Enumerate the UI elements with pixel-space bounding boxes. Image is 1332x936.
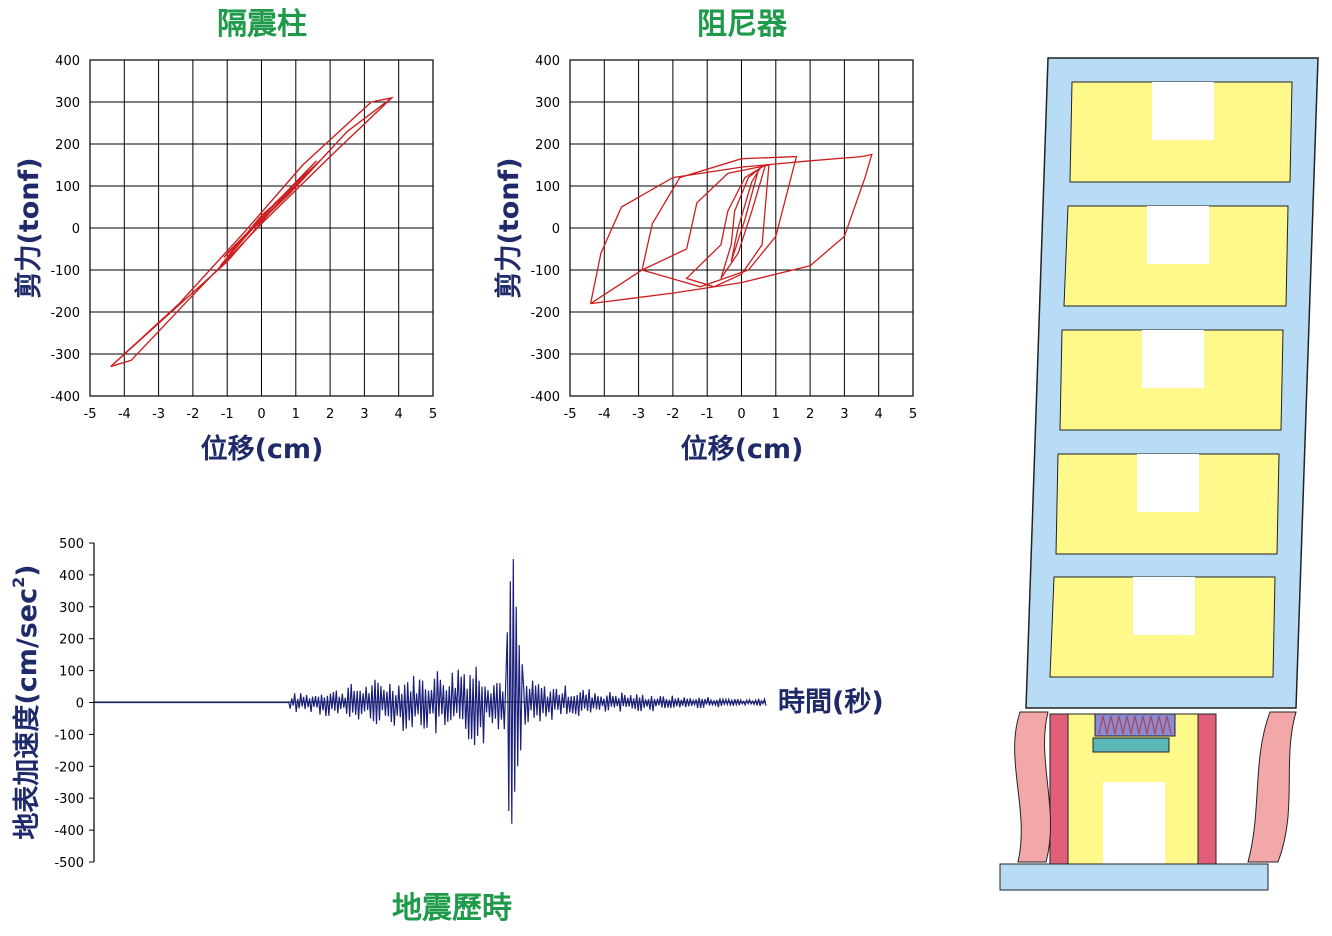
damper-plate bbox=[1092, 737, 1170, 753]
chart2-y-tick-label: 100 bbox=[535, 180, 560, 195]
left-isolator-column bbox=[1049, 713, 1069, 865]
chart3-y-tick-label: 400 bbox=[59, 569, 84, 584]
chart2-x-tick-label: -1 bbox=[701, 407, 714, 422]
floor-1-window bbox=[1133, 577, 1195, 635]
chart1-x-tick-label: -4 bbox=[118, 407, 131, 422]
chart2-y-axis-title: 剪力(tonf) bbox=[493, 157, 525, 298]
chart3-y-tick-label: -200 bbox=[54, 760, 84, 775]
right-flexible-column bbox=[1247, 711, 1297, 863]
chart2-x-tick-label: 4 bbox=[875, 407, 883, 422]
chart1-y-tick-label: 300 bbox=[55, 96, 80, 111]
chart3-x-axis-title: 時間(秒) bbox=[778, 687, 884, 718]
chart3-y-tick-label: -300 bbox=[54, 792, 84, 807]
chart3-title: 地震歷時 bbox=[392, 891, 512, 926]
chart2-x-ticks: -5 -4 -3 -2 -1 0 1 2 3 4 5 bbox=[564, 407, 918, 422]
chart2-y-tick-label: -300 bbox=[530, 348, 560, 363]
damper-spring-icon bbox=[1098, 715, 1172, 735]
svg-text:地表加速度(cm/sec2): 地表加速度(cm/sec2) bbox=[9, 564, 43, 839]
chart1-x-tick-label: 4 bbox=[395, 407, 403, 422]
chart3-y-tick-label: 500 bbox=[59, 537, 84, 552]
chart1-x-tick-label: -3 bbox=[152, 407, 165, 422]
chart3-y-tick-label: 200 bbox=[59, 633, 84, 648]
chart2-x-tick-label: -2 bbox=[666, 407, 679, 422]
chart2-y-ticks: 400 300 200 100 0 -100 -200 -300 -400 bbox=[530, 54, 560, 405]
chart1-y-tick-label: -400 bbox=[50, 390, 80, 405]
chart1-x-tick-label: 3 bbox=[360, 407, 368, 422]
chart2-x-tick-label: 5 bbox=[909, 407, 917, 422]
chart2-y-tick-label: 200 bbox=[535, 138, 560, 153]
chart3-y-tick-label: -100 bbox=[54, 728, 84, 743]
chart1-x-tick-label: -2 bbox=[186, 407, 199, 422]
chart2-y-tick-label: -100 bbox=[530, 264, 560, 279]
chart1-frame bbox=[89, 59, 434, 397]
chart3-y-ticks: 500 400 300 200 100 0 -100 -200 -300 -400 -500 bbox=[54, 537, 94, 871]
chart1-y-tick-label: 400 bbox=[55, 54, 80, 69]
chart1-x-ticks: -5 -4 -3 -2 -1 0 1 2 3 4 5 bbox=[84, 407, 438, 422]
foundation-slab bbox=[999, 863, 1269, 891]
chart2-series-line bbox=[589, 153, 873, 305]
chart2-y-tick-label: -200 bbox=[530, 306, 560, 321]
chart1-x-tick-label: -5 bbox=[84, 407, 97, 422]
chart2-x-tick-label: -4 bbox=[598, 407, 611, 422]
chart1-y-tick-label: 0 bbox=[72, 222, 80, 237]
chart1-y-tick-label: 200 bbox=[55, 138, 80, 153]
floor-5-window bbox=[1152, 82, 1214, 140]
chart1-y-tick-label: -200 bbox=[50, 306, 80, 321]
chart2-x-axis-title: 位移(cm) bbox=[681, 433, 804, 465]
damper-spring-unit bbox=[1094, 713, 1176, 737]
chart1-title: 隔震柱 bbox=[217, 7, 307, 42]
chart1-x-tick-label: -1 bbox=[221, 407, 234, 422]
chart1-x-tick-label: 0 bbox=[257, 407, 265, 422]
chart1-y-tick-label: -300 bbox=[50, 348, 80, 363]
damper-hysteresis-chart: 阻尼器 400 300 200 100 0 -100 -200 -300 -400 -5 -4 -3… bbox=[493, 7, 917, 465]
chart1-y-tick-label: 100 bbox=[55, 180, 80, 195]
chart3-y-axis-title-main: 地表加速度(cm/sec bbox=[11, 588, 43, 840]
ground-acceleration-time-history-chart: 500 400 300 200 100 0 -100 -200 -300 -400 -500 時間(… bbox=[9, 537, 884, 926]
chart2-x-tick-label: 0 bbox=[737, 407, 745, 422]
left-flexible-column bbox=[1014, 711, 1052, 863]
base-story-door bbox=[1103, 782, 1165, 864]
chart2-frame bbox=[569, 59, 914, 397]
chart3-y-axis-title-superscript: 2 bbox=[9, 577, 28, 588]
chart1-x-axis-title: 位移(cm) bbox=[201, 433, 324, 465]
chart3-y-tick-label: 0 bbox=[76, 697, 84, 712]
isolated-building-illustration bbox=[999, 57, 1319, 891]
chart2-y-tick-label: 0 bbox=[552, 222, 560, 237]
chart3-y-tick-label: 300 bbox=[59, 601, 84, 616]
chart1-x-tick-label: 2 bbox=[326, 407, 334, 422]
floor-3-window bbox=[1142, 330, 1204, 388]
chart3-y-axis-title-suffix: ) bbox=[12, 564, 43, 576]
chart2-title: 阻尼器 bbox=[697, 7, 788, 42]
chart1-y-axis-title: 剪力(tonf) bbox=[13, 157, 45, 298]
floor-4-window bbox=[1147, 206, 1209, 264]
chart1-x-tick-label: 1 bbox=[292, 407, 300, 422]
chart2-x-tick-label: 2 bbox=[806, 407, 814, 422]
chart3-y-tick-label: -500 bbox=[54, 856, 84, 871]
chart1-series-line bbox=[110, 96, 395, 368]
chart3-series-line bbox=[94, 558, 767, 824]
chart2-y-tick-label: 400 bbox=[535, 54, 560, 69]
chart2-y-tick-label: -400 bbox=[530, 390, 560, 405]
chart2-x-tick-label: -5 bbox=[564, 407, 577, 422]
isolation-column-hysteresis-chart: 隔震柱 400 300 200 100 0 -100 -200 -300 -400 -5 -4 -3… bbox=[13, 7, 437, 465]
chart3-y-axis-title: 地表加速度(cm/sec2) bbox=[9, 564, 43, 839]
chart2-x-tick-label: 1 bbox=[772, 407, 780, 422]
chart1-y-ticks: 400 300 200 100 0 -100 -200 -300 -400 bbox=[50, 54, 80, 405]
chart3-y-tick-label: 100 bbox=[59, 665, 84, 680]
right-isolator-column bbox=[1197, 713, 1217, 865]
chart1-x-tick-label: 5 bbox=[429, 407, 437, 422]
chart2-y-tick-label: 300 bbox=[535, 96, 560, 111]
chart3-y-tick-label: -400 bbox=[54, 824, 84, 839]
floor-2-window bbox=[1137, 454, 1199, 512]
chart2-x-tick-label: -3 bbox=[632, 407, 645, 422]
chart2-x-tick-label: 3 bbox=[840, 407, 848, 422]
chart1-grid bbox=[90, 60, 433, 396]
chart1-y-tick-label: -100 bbox=[50, 264, 80, 279]
